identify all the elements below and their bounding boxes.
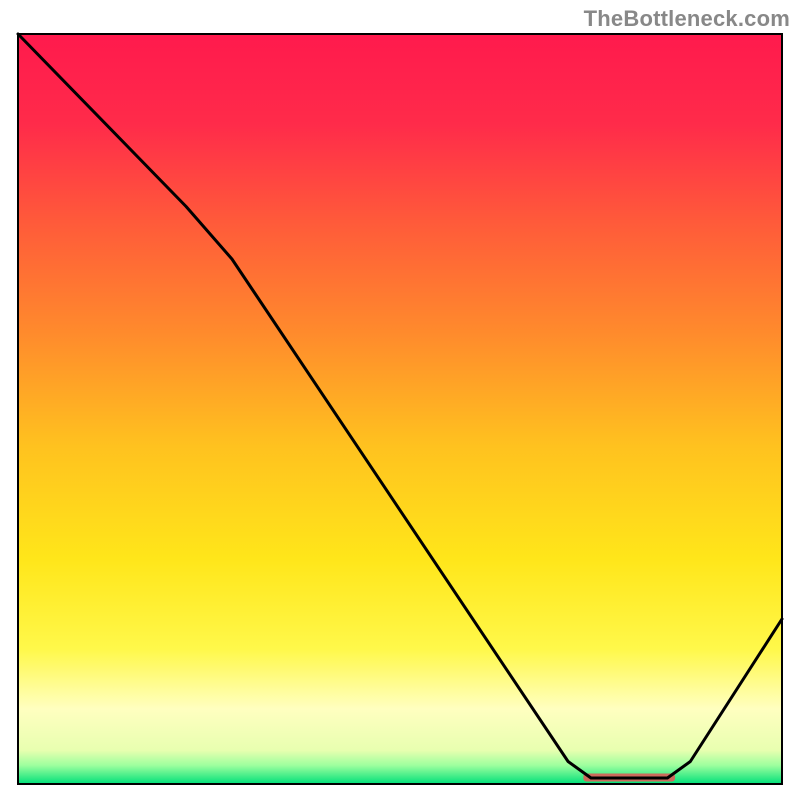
bottleneck-chart	[0, 0, 800, 800]
watermark-text: TheBottleneck.com	[584, 6, 790, 32]
plot-background	[18, 34, 782, 784]
